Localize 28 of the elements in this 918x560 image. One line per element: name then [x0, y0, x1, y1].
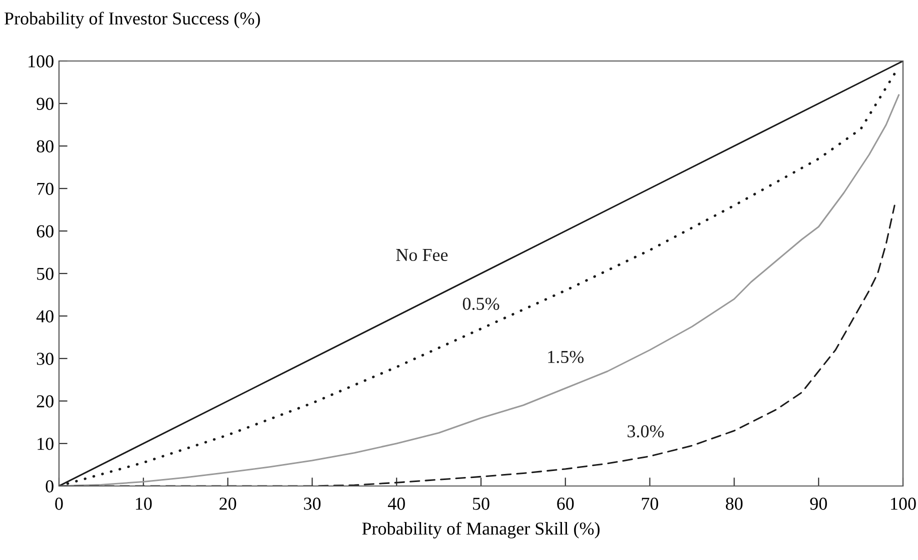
x-tick-label: 60 — [557, 498, 574, 510]
x-tick-label: 100 — [891, 498, 916, 510]
x-tick-label: 80 — [726, 498, 743, 510]
x-tick-label: 50 — [473, 498, 490, 510]
x-tick-label: 10 — [136, 498, 152, 510]
y-tick-label: 60 — [36, 225, 54, 238]
y-tick-label: 10 — [38, 438, 54, 450]
y-tick-label: 30 — [36, 352, 54, 365]
series-label: 3.0% — [628, 425, 664, 438]
y-tick-label: 70 — [37, 182, 54, 195]
series-label: No Fee — [396, 249, 448, 262]
x-tick-label: 90 — [810, 498, 827, 510]
series-label: 0.5% — [462, 298, 500, 310]
y-tick-label: 20 — [36, 395, 54, 408]
y-tick-label: 90 — [36, 98, 54, 110]
x-tick-label: 70 — [642, 498, 658, 510]
x-tick-label: 20 — [220, 498, 236, 510]
x-axis-title: Probability of Manager Skill (%) — [362, 522, 600, 538]
y-tick-label: 80 — [36, 140, 54, 152]
x-tick-label: 30 — [304, 498, 321, 510]
y-tick-label: 0 — [46, 480, 54, 492]
series-label: 1.5% — [548, 350, 584, 364]
y-axis-title: Probability of Investor Success (%) — [4, 12, 260, 28]
y-tick-label: 100 — [28, 55, 54, 68]
x-tick-label: 40 — [388, 498, 405, 510]
y-tick-label: 40 — [36, 310, 54, 322]
x-tick-label: 0 — [55, 498, 63, 510]
y-tick-label: 50 — [37, 268, 54, 280]
